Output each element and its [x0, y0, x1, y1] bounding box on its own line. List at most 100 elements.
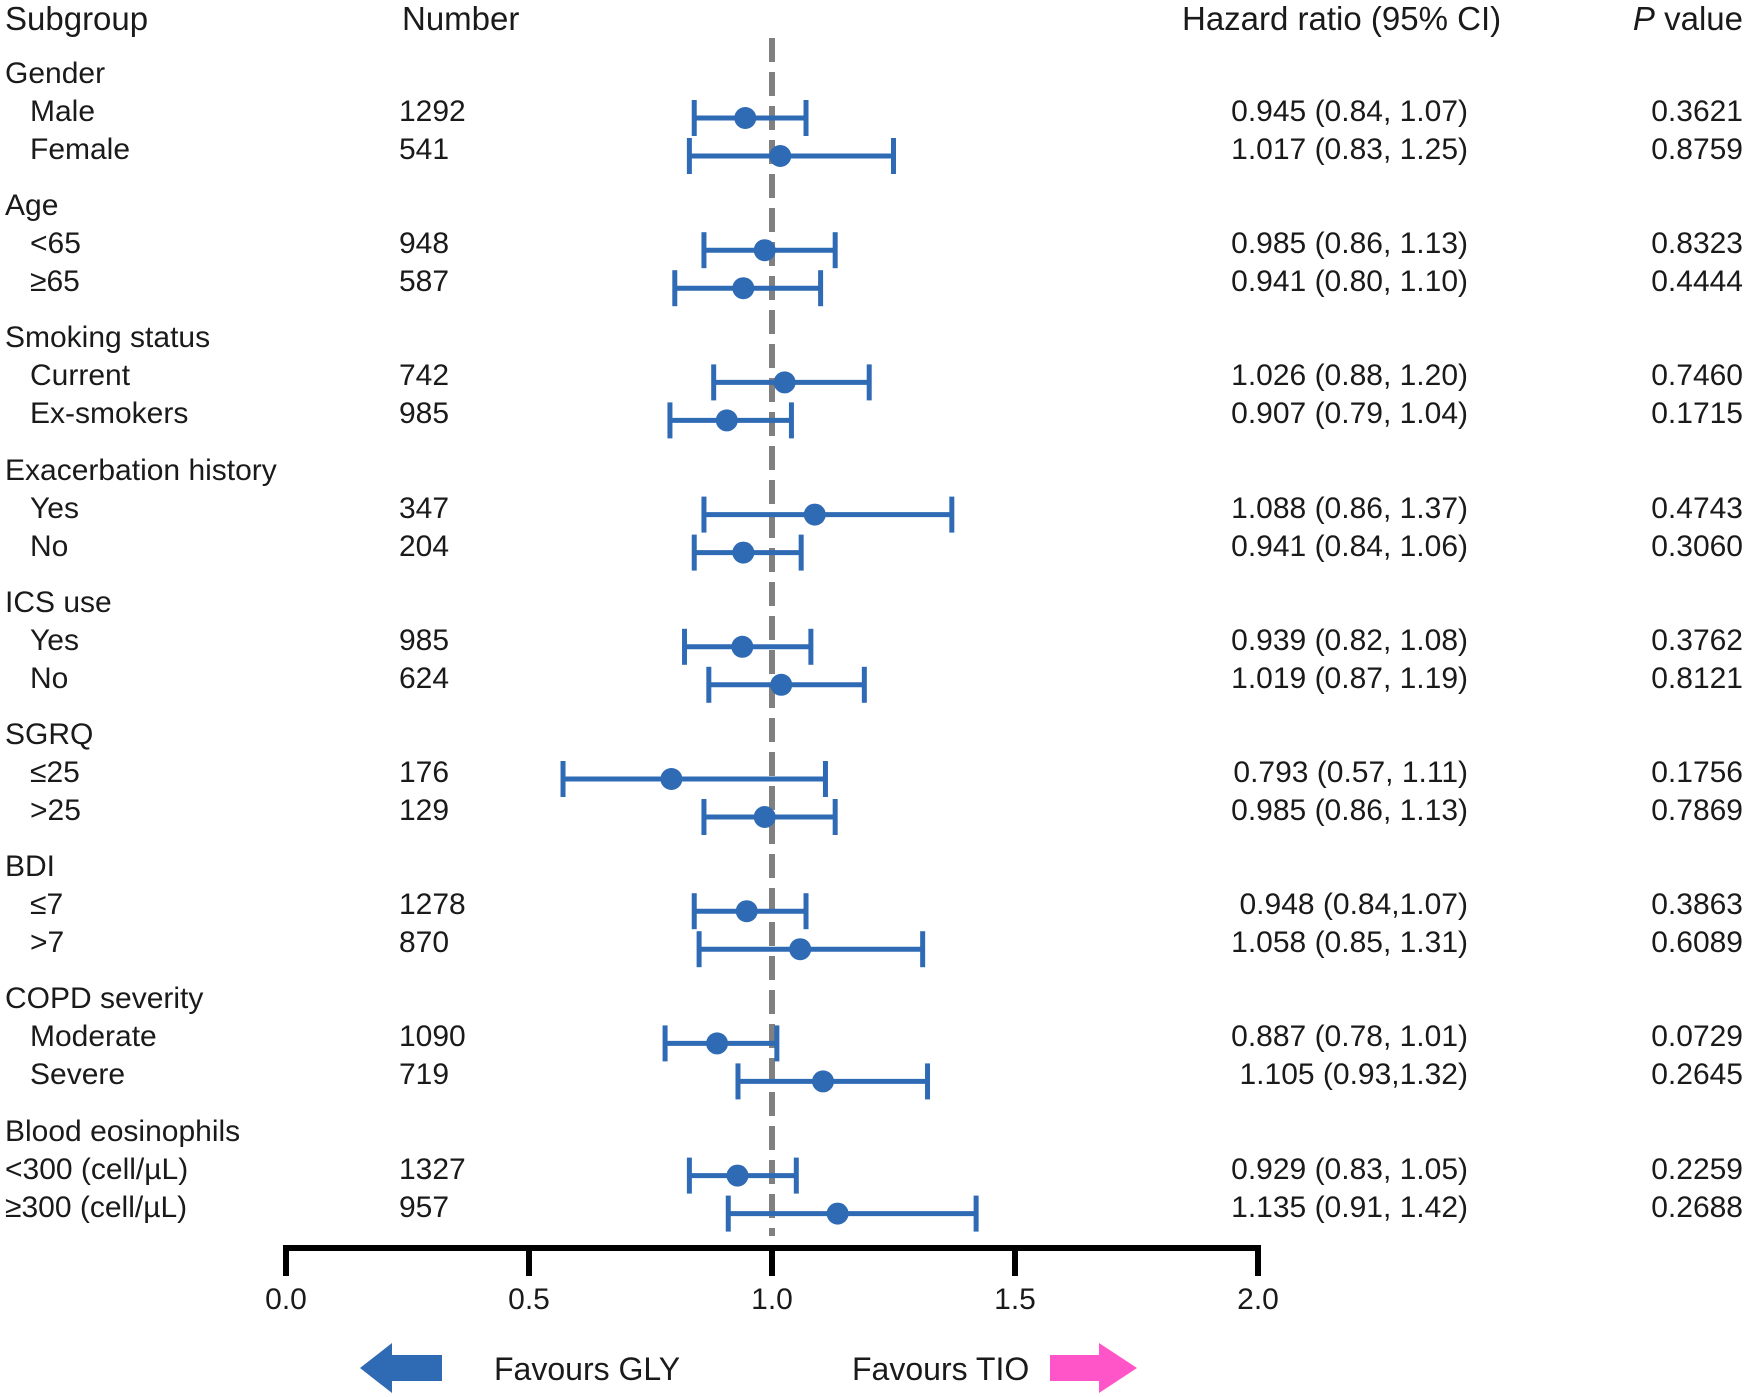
group-label: SGRQ — [5, 718, 94, 751]
row-number: 587 — [399, 265, 450, 299]
row-hazard-ratio: 0.941 (0.84, 1.06) — [1231, 529, 1468, 563]
point-estimate — [726, 1164, 749, 1187]
row-number: 948 — [399, 227, 450, 261]
row-label: Current — [30, 359, 131, 393]
row-number: 541 — [399, 133, 450, 166]
row-number: 129 — [399, 794, 450, 827]
row-label: Yes — [30, 491, 79, 525]
row-label: >25 — [30, 794, 81, 827]
row-number: 1292 — [399, 95, 466, 128]
legend-favours-tio: Favours TIO — [852, 1351, 1030, 1387]
point-estimate — [773, 371, 796, 394]
group-label: Gender — [5, 57, 106, 90]
row-label: No — [30, 661, 69, 695]
row-p-value: 0.8121 — [1651, 661, 1743, 695]
row-p-value: 0.7460 — [1651, 359, 1743, 393]
group-label: Smoking status — [5, 321, 211, 355]
row-number: 957 — [399, 1190, 450, 1224]
row-hazard-ratio: 0.939 (0.82, 1.08) — [1231, 623, 1468, 657]
header-number: Number — [402, 0, 520, 37]
row-p-value: 0.4743 — [1651, 491, 1743, 525]
row-p-value: 0.2645 — [1651, 1058, 1743, 1092]
point-estimate — [732, 277, 755, 300]
header-value-word: value — [1654, 0, 1743, 37]
row-label: Yes — [30, 623, 79, 657]
row-label: ≥65 — [30, 265, 80, 299]
row-p-value: 0.6089 — [1651, 926, 1743, 960]
point-estimate — [789, 938, 812, 961]
row-p-value: 0.1715 — [1651, 397, 1743, 431]
row-hazard-ratio: 0.907 (0.79, 1.04) — [1231, 397, 1468, 431]
point-estimate — [769, 145, 792, 167]
row-label: Ex-smokers — [30, 397, 189, 431]
row-hazard-ratio: 0.985 (0.86, 1.13) — [1231, 794, 1468, 827]
row-number: 985 — [399, 623, 450, 657]
point-estimate — [812, 1070, 835, 1093]
point-estimate — [770, 673, 793, 696]
row-p-value: 0.7869 — [1651, 794, 1743, 827]
row-number: 742 — [399, 359, 450, 393]
point-estimate — [803, 503, 826, 526]
point-estimate — [753, 806, 776, 828]
x-tick-label: 2.0 — [1237, 1283, 1279, 1316]
header-hazard-ratio: Hazard ratio (95% CI) — [1182, 0, 1502, 37]
row-p-value: 0.8323 — [1651, 227, 1743, 261]
point-estimate — [715, 409, 738, 432]
row-number: 719 — [399, 1058, 450, 1092]
row-hazard-ratio: 1.135 (0.91, 1.42) — [1231, 1190, 1468, 1224]
x-tick-label: 0.0 — [265, 1283, 307, 1316]
row-hazard-ratio: 1.058 (0.85, 1.31) — [1231, 926, 1468, 960]
row-p-value: 0.3060 — [1651, 529, 1743, 563]
arrow-right-icon — [1050, 1343, 1137, 1393]
row-number: 1278 — [399, 888, 466, 922]
row-number: 204 — [399, 529, 450, 563]
legend-favours-gly: Favours GLY — [494, 1351, 681, 1387]
row-number: 347 — [399, 491, 450, 525]
point-estimate — [753, 239, 776, 262]
row-number: 1090 — [399, 1020, 466, 1054]
point-estimate — [731, 635, 754, 658]
row-hazard-ratio: 0.985 (0.86, 1.13) — [1231, 227, 1468, 261]
row-number: 624 — [399, 661, 450, 695]
x-tick-label: 1.0 — [751, 1283, 793, 1316]
row-label: ≤7 — [30, 888, 64, 922]
row-hazard-ratio: 1.105 (0.93,1.32) — [1239, 1058, 1468, 1092]
row-p-value: 0.8759 — [1651, 133, 1743, 166]
row-hazard-ratio: 0.929 (0.83, 1.05) — [1231, 1152, 1468, 1186]
header-p-value: P value — [1633, 0, 1743, 38]
row-number: 1327 — [399, 1152, 466, 1186]
row-number: 176 — [399, 756, 450, 789]
row-p-value: 0.1756 — [1651, 756, 1743, 789]
header-p-letter: P — [1632, 0, 1655, 37]
group-label: ICS use — [5, 585, 112, 619]
point-estimate — [735, 900, 758, 923]
row-label: ≥300 (cell/µL) — [5, 1190, 188, 1224]
row-number: 985 — [399, 397, 450, 431]
row-hazard-ratio: 0.941 (0.80, 1.10) — [1231, 265, 1468, 299]
row-label: Female — [30, 133, 131, 166]
row-hazard-ratio: 0.887 (0.78, 1.01) — [1231, 1020, 1468, 1054]
row-label: >7 — [30, 926, 65, 960]
row-hazard-ratio: 1.088 (0.86, 1.37) — [1231, 491, 1468, 525]
group-label: BDI — [5, 850, 56, 884]
point-estimate — [826, 1202, 849, 1225]
point-estimate — [706, 1032, 729, 1055]
header-subgroup: Subgroup — [5, 0, 149, 37]
row-label: ≤25 — [30, 756, 80, 789]
row-label: No — [30, 529, 69, 563]
point-estimate — [732, 541, 755, 564]
row-p-value: 0.3762 — [1651, 623, 1743, 657]
arrow-left-icon — [360, 1343, 442, 1393]
group-label: Blood eosinophils — [5, 1114, 241, 1148]
point-estimate — [660, 768, 683, 790]
row-label: <300 (cell/µL) — [5, 1152, 189, 1186]
row-label: <65 — [30, 227, 81, 261]
group-label: COPD severity — [5, 982, 204, 1016]
row-p-value: 0.4444 — [1651, 265, 1743, 299]
row-hazard-ratio: 1.017 (0.83, 1.25) — [1231, 133, 1468, 166]
row-hazard-ratio: 0.793 (0.57, 1.11) — [1233, 756, 1468, 789]
point-estimate — [734, 107, 757, 129]
row-hazard-ratio: 0.945 (0.84, 1.07) — [1231, 95, 1468, 128]
row-p-value: 0.2688 — [1651, 1190, 1743, 1224]
